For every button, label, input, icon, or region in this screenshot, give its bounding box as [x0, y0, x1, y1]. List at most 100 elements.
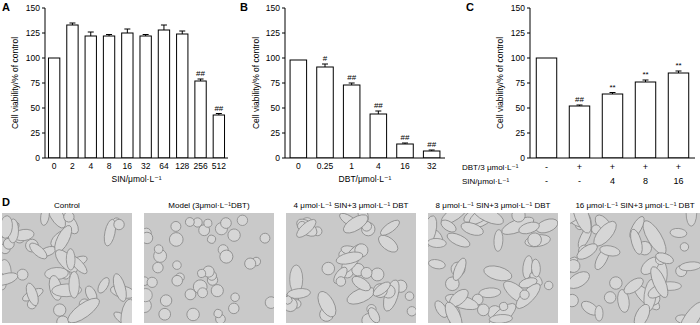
error-bar: [610, 93, 616, 95]
cell: [24, 282, 41, 308]
cell: [183, 287, 198, 302]
cell: [213, 308, 223, 318]
cell: [218, 248, 235, 265]
panel-letter: B: [240, 1, 248, 13]
cell: [144, 231, 154, 246]
x-row-value: -: [578, 176, 581, 186]
cell: [675, 299, 700, 323]
panel-2: CCell viability/% of control025507510012…: [462, 1, 695, 186]
panel-letter: D: [2, 196, 10, 208]
panel-letter: A: [2, 1, 10, 13]
cell: [64, 294, 102, 323]
image-caption: Control: [54, 201, 80, 210]
marks: [536, 58, 688, 158]
x-tick-label: 32: [427, 161, 437, 171]
cell: [428, 258, 446, 270]
error-bar: [69, 23, 75, 25]
cell: [512, 280, 543, 312]
marks: [48, 23, 224, 158]
cell: [237, 215, 247, 225]
x-tick-label: 0.25: [317, 161, 334, 171]
error-bar: [375, 111, 381, 114]
x-row-value: +: [643, 162, 648, 172]
cell: [442, 300, 466, 323]
cell: [621, 275, 646, 297]
y-axis: [530, 8, 531, 158]
error-cap: [676, 71, 682, 72]
cell: [96, 276, 112, 295]
significance-label: ##: [374, 101, 383, 110]
bar: [158, 30, 169, 158]
cell: [517, 220, 540, 236]
y-tick-label: 0: [275, 153, 280, 163]
x-tick-label: 8: [107, 161, 112, 171]
x-row-value: -: [545, 162, 548, 172]
y-tick-label: 150: [511, 3, 525, 13]
x-row-label: DBT/3 μmol·L⁻¹: [462, 163, 519, 172]
cell: [62, 213, 76, 224]
cell: [341, 213, 371, 237]
x-row-value: +: [676, 162, 681, 172]
image-caption: 4 μmol·L⁻¹ SIN+3 μmol·L⁻¹ DBT: [294, 201, 409, 210]
error-bar: [429, 150, 435, 151]
cell: [482, 263, 513, 283]
cell: [69, 271, 79, 298]
cell: [16, 268, 28, 280]
cell: [570, 258, 581, 273]
cell: [519, 289, 530, 300]
cell: [169, 219, 183, 233]
x-row-value: -: [545, 176, 548, 186]
cell: [450, 256, 468, 282]
cell: [405, 305, 416, 318]
panel-letter: C: [466, 1, 474, 13]
y-tick-label: 100: [26, 53, 40, 63]
significance-label: #: [323, 54, 328, 63]
significance-label: ##: [575, 95, 584, 104]
cell: [294, 216, 320, 240]
x-axis: [530, 158, 695, 159]
cell: [360, 267, 372, 279]
cell: [679, 261, 700, 272]
cell: [66, 249, 75, 271]
cell: [404, 290, 416, 302]
y-tick-label: 0: [35, 153, 40, 163]
panel-d: D Control Model (3μmol·L⁻¹DBT) 4 μmol·L⁻¹ S…: [0, 195, 700, 325]
x-tick-label: 0: [296, 161, 301, 171]
image-caption: Model (3μmol·L⁻¹DBT): [168, 201, 250, 210]
cell: [186, 307, 201, 322]
error-line: [90, 32, 91, 36]
cell: [334, 275, 347, 288]
error-cap: [322, 64, 328, 65]
cell: [259, 232, 271, 244]
x-row-value: +: [577, 162, 582, 172]
cell: [2, 270, 19, 287]
error-bar: [124, 29, 130, 33]
bar: [343, 85, 360, 158]
error-bar: [216, 114, 222, 116]
cell: [184, 216, 196, 228]
image-caption: 16 μmol·L⁻¹ SIN+3 μmol·L⁻¹ DBT: [575, 201, 694, 210]
error-cap: [198, 79, 204, 80]
cell: [167, 230, 186, 249]
cell: [570, 292, 580, 308]
error-cap: [124, 29, 130, 30]
cell: [197, 269, 207, 279]
cell: [319, 260, 337, 278]
error-bar: [643, 80, 649, 82]
cell: [144, 288, 152, 301]
error-cap: [179, 31, 185, 32]
bar: [67, 25, 78, 158]
significance-label: ##: [347, 73, 356, 82]
cell: [485, 300, 519, 323]
error-bar: [349, 83, 355, 85]
bar: [602, 94, 622, 158]
error-cap: [106, 34, 112, 35]
cell: [544, 280, 554, 290]
bar: [668, 73, 688, 158]
x-tick-label: 4: [88, 161, 93, 171]
y-tick-label: 100: [266, 53, 280, 63]
cell: [111, 272, 129, 303]
x-row-label: SIN/μmol·L⁻¹: [462, 177, 509, 186]
x-axis: [45, 158, 228, 159]
bar: [569, 106, 589, 158]
